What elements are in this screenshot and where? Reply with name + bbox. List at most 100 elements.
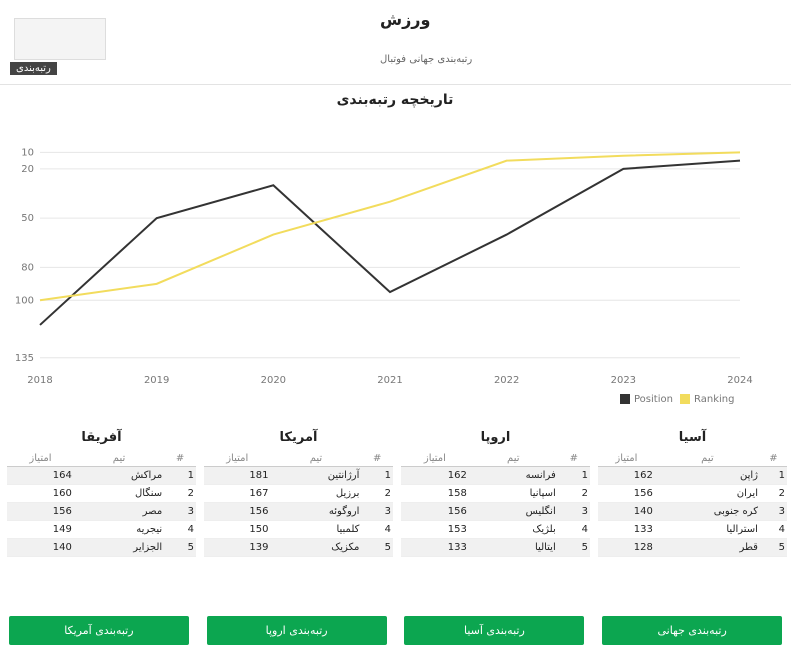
table-row[interactable]: 5 قطر 128 <box>598 538 787 557</box>
y-tick-label: 100 <box>15 295 34 306</box>
x-tick-label: 2018 <box>27 375 52 386</box>
nav-button[interactable]: رتبه‌بندی آسیا <box>404 616 585 645</box>
table-row[interactable]: 5 ایتالیا 133 <box>401 538 590 557</box>
table-cell: 181 <box>204 466 271 485</box>
table-cell: 4 <box>759 520 787 539</box>
table-cell: 1 <box>759 466 787 485</box>
y-tick-label: 10 <box>21 147 34 158</box>
table-cell: برزیل <box>270 484 362 503</box>
series-line <box>39 159 741 326</box>
table-row[interactable]: 3 اروگوئه 156 <box>204 502 393 521</box>
table-cell: 1 <box>557 466 590 485</box>
table-cell: 158 <box>401 484 469 503</box>
breadcrumb[interactable]: رتبه‌بندی <box>10 62 57 75</box>
table-cell: 153 <box>401 520 469 539</box>
table-cell: 3 <box>164 502 196 521</box>
table-cell: ایتالیا <box>468 538 558 557</box>
table-row[interactable]: 4 نیجریه 149 <box>7 520 196 539</box>
table-cell: الجزایر <box>73 538 165 557</box>
site-title: ورزش <box>380 10 431 29</box>
table-row[interactable]: 3 انگلیس 156 <box>401 502 590 521</box>
header-row: # تیم امتیاز <box>598 451 787 467</box>
x-tick-label: 2022 <box>494 375 519 386</box>
nav-button[interactable]: رتبه‌بندی آمریکا <box>8 616 189 645</box>
table-cell: 4 <box>164 520 196 539</box>
legend-label: Position <box>634 394 673 405</box>
y-tick-label: 80 <box>21 262 34 273</box>
table-row[interactable]: 2 اسپانیا 158 <box>401 484 590 503</box>
table-cell: نیجریه <box>73 520 165 539</box>
column-header: امتیاز <box>401 451 469 467</box>
x-tick-label: 2024 <box>727 375 752 386</box>
table-cell: 164 <box>7 466 74 485</box>
table-cell: 149 <box>7 520 74 539</box>
table-cell: 2 <box>164 484 196 503</box>
table-cell: 5 <box>361 538 393 557</box>
column-header: # <box>164 451 196 467</box>
table-row[interactable]: 1 فرانسه 162 <box>401 466 590 485</box>
table-row[interactable]: 1 مراکش 164 <box>7 466 196 485</box>
x-tick-label: 2020 <box>261 375 286 386</box>
table-cell: کره جنوبی <box>654 502 760 521</box>
column-header: امتیاز <box>204 451 271 467</box>
logo[interactable] <box>14 18 106 60</box>
column-header: تیم <box>654 451 760 467</box>
table-row[interactable]: 1 آرژانتین 181 <box>204 466 393 485</box>
ranking-panel: اروپا # تیم امتیاز 1 فرانسه 162 2 اسپانیا 158 3 انگ… <box>397 430 594 557</box>
table-cell: آرژانتین <box>270 466 362 485</box>
table-cell: 162 <box>598 466 655 485</box>
nav-button[interactable]: رتبه‌بندی اروپا <box>206 616 387 645</box>
table-cell: 5 <box>759 538 787 557</box>
legend-swatch <box>620 394 630 404</box>
table-row[interactable]: 2 سنگال 160 <box>7 484 196 503</box>
ranking-panel: آفریقا # تیم امتیاز 1 مراکش 164 2 سنگال 160 3 مصر 15… <box>3 430 200 557</box>
table-cell: کلمبیا <box>270 520 362 539</box>
table-cell: 156 <box>7 502 74 521</box>
table-cell: 3 <box>557 502 590 521</box>
table-cell: فرانسه <box>468 466 558 485</box>
table-cell: 2 <box>557 484 590 503</box>
table-cell: مکزیک <box>270 538 362 557</box>
ranking-table: # تیم امتیاز 1 فرانسه 162 2 اسپانیا 158 3 انگلیس 15… <box>401 451 590 557</box>
table-cell: 150 <box>204 520 271 539</box>
header-row: # تیم امتیاز <box>204 451 393 467</box>
ranking-table: # تیم امتیاز 1 مراکش 164 2 سنگال 160 3 مصر 156 4 نیجر… <box>7 451 196 557</box>
table-cell: 156 <box>401 502 469 521</box>
table-cell: 162 <box>401 466 469 485</box>
table-cell: اسپانیا <box>468 484 558 503</box>
table-cell: مراکش <box>73 466 165 485</box>
table-cell: بلژیک <box>468 520 558 539</box>
header-row: # تیم امتیاز <box>7 451 196 467</box>
table-row[interactable]: 3 کره جنوبی 140 <box>598 502 787 521</box>
header-row: # تیم امتیاز <box>401 451 590 467</box>
ranking-panels: آسیا # تیم امتیاز 1 ژاپن 162 2 ایران 156 3 کره جنوب… <box>0 430 791 557</box>
table-row[interactable]: 4 استرالیا 133 <box>598 520 787 539</box>
table-row[interactable]: 2 ایران 156 <box>598 484 787 503</box>
nav-button[interactable]: رتبه‌بندی جهانی <box>602 616 783 645</box>
table-cell: 156 <box>598 484 655 503</box>
column-header: # <box>759 451 787 467</box>
table-row[interactable]: 4 بلژیک 153 <box>401 520 590 539</box>
table-cell: انگلیس <box>468 502 558 521</box>
table-cell: 133 <box>401 538 469 557</box>
table-row[interactable]: 3 مصر 156 <box>7 502 196 521</box>
column-header: تیم <box>73 451 165 467</box>
column-header: # <box>361 451 393 467</box>
column-header: تیم <box>270 451 362 467</box>
table-cell: 4 <box>361 520 393 539</box>
table-cell: 128 <box>598 538 655 557</box>
x-tick-label: 2023 <box>611 375 636 386</box>
legend-label: Ranking <box>694 394 734 405</box>
table-row[interactable]: 5 مکزیک 139 <box>204 538 393 557</box>
y-tick-label: 20 <box>21 164 34 175</box>
table-row[interactable]: 2 برزیل 167 <box>204 484 393 503</box>
ranking-table: # تیم امتیاز 1 آرژانتین 181 2 برزیل 167 3 اروگوئه 1… <box>204 451 393 557</box>
table-row[interactable]: 4 کلمبیا 150 <box>204 520 393 539</box>
table-cell: 3 <box>759 502 787 521</box>
column-header: امتیاز <box>7 451 74 467</box>
table-cell: 167 <box>204 484 271 503</box>
table-row[interactable]: 1 ژاپن 162 <box>598 466 787 485</box>
table-cell: 156 <box>204 502 271 521</box>
table-cell: 1 <box>361 466 393 485</box>
table-row[interactable]: 5 الجزایر 140 <box>7 538 196 557</box>
